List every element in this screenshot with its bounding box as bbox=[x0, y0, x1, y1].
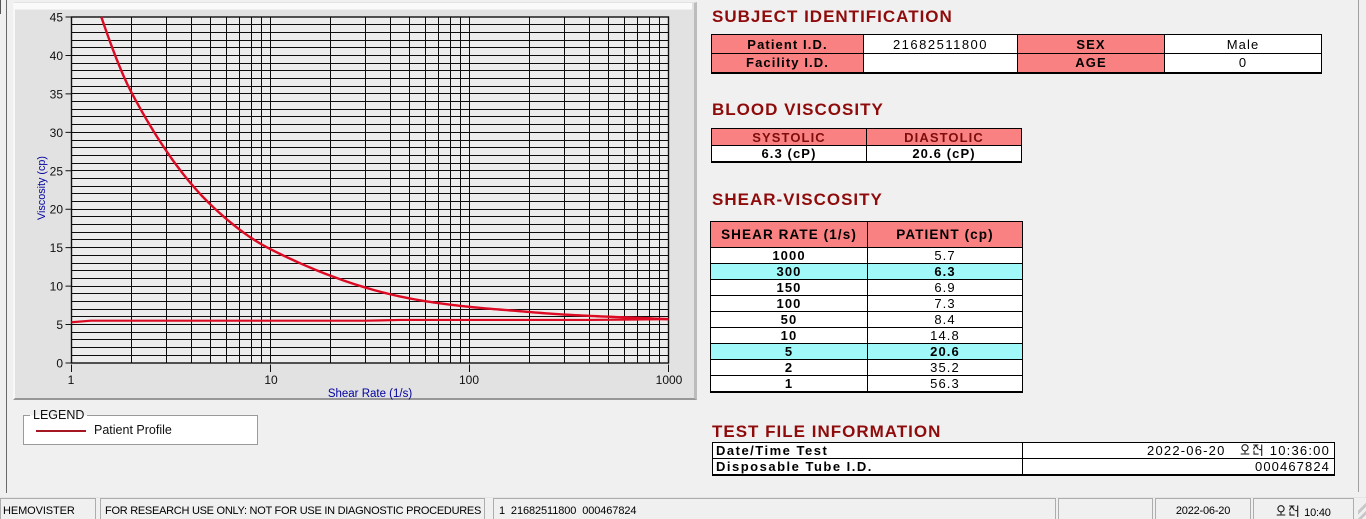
svg-text:Shear Rate (1/s): Shear Rate (1/s) bbox=[328, 388, 413, 400]
svg-text:0: 0 bbox=[56, 357, 63, 371]
svg-text:25: 25 bbox=[50, 164, 64, 178]
svg-text:10: 10 bbox=[264, 373, 278, 387]
svg-text:30: 30 bbox=[50, 126, 64, 140]
svg-text:1: 1 bbox=[68, 373, 75, 387]
svg-text:40: 40 bbox=[50, 49, 64, 63]
svg-text:15: 15 bbox=[50, 241, 64, 255]
svg-text:45: 45 bbox=[50, 11, 64, 25]
svg-text:20: 20 bbox=[50, 203, 64, 217]
svg-text:35: 35 bbox=[50, 87, 64, 101]
svg-text:100: 100 bbox=[459, 373, 479, 387]
svg-text:1000: 1000 bbox=[656, 373, 683, 387]
svg-text:5: 5 bbox=[56, 318, 63, 332]
svg-text:Viscosity (cp): Viscosity (cp) bbox=[36, 156, 48, 220]
svg-text:10: 10 bbox=[50, 280, 64, 294]
